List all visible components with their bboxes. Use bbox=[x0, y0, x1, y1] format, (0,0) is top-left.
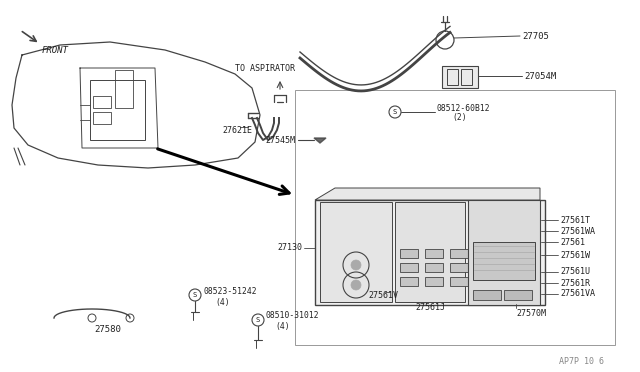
Bar bbox=[461, 69, 472, 85]
Text: 27561V: 27561V bbox=[368, 291, 398, 299]
Bar bbox=[450, 263, 468, 272]
Bar bbox=[400, 277, 418, 286]
Polygon shape bbox=[314, 138, 326, 143]
Text: TO ASPIRATOR: TO ASPIRATOR bbox=[235, 64, 295, 73]
Text: (2): (2) bbox=[452, 112, 467, 122]
Bar bbox=[93, 112, 111, 124]
Bar bbox=[442, 66, 478, 88]
Circle shape bbox=[351, 280, 361, 290]
Bar bbox=[115, 70, 133, 108]
Bar bbox=[395, 202, 465, 302]
Text: S: S bbox=[393, 109, 397, 115]
Bar bbox=[450, 249, 468, 258]
Text: AP7P 10 6: AP7P 10 6 bbox=[559, 357, 605, 366]
Text: 27561J: 27561J bbox=[415, 304, 445, 312]
Bar bbox=[315, 200, 545, 305]
Polygon shape bbox=[315, 188, 540, 200]
Text: 27561R: 27561R bbox=[560, 279, 590, 288]
Bar bbox=[468, 200, 540, 305]
Text: S: S bbox=[256, 317, 260, 323]
Bar bbox=[425, 249, 443, 258]
Bar bbox=[400, 249, 418, 258]
Text: 27561WA: 27561WA bbox=[560, 227, 595, 235]
Bar bbox=[400, 263, 418, 272]
Text: 27561U: 27561U bbox=[560, 267, 590, 276]
Text: 08523-51242: 08523-51242 bbox=[203, 286, 257, 295]
Text: 27130: 27130 bbox=[277, 244, 302, 253]
Text: 27561T: 27561T bbox=[560, 215, 590, 224]
Bar bbox=[473, 242, 535, 280]
Bar bbox=[90, 80, 145, 140]
Text: 27054M: 27054M bbox=[524, 71, 556, 80]
Text: S: S bbox=[193, 292, 197, 298]
Text: 27545M: 27545M bbox=[265, 135, 295, 144]
Bar bbox=[425, 277, 443, 286]
Bar bbox=[450, 277, 468, 286]
Text: 27705: 27705 bbox=[522, 32, 549, 41]
Text: 27561VA: 27561VA bbox=[560, 289, 595, 298]
Text: FRONT: FRONT bbox=[42, 45, 69, 55]
Text: 27580: 27580 bbox=[95, 326, 122, 334]
Bar bbox=[425, 263, 443, 272]
Text: 27621E: 27621E bbox=[222, 125, 252, 135]
Bar bbox=[93, 96, 111, 108]
Text: (4): (4) bbox=[275, 323, 290, 331]
Text: 08512-60B12: 08512-60B12 bbox=[437, 103, 491, 112]
Bar bbox=[320, 202, 392, 302]
Text: 08510-31012: 08510-31012 bbox=[266, 311, 319, 321]
Text: 27561W: 27561W bbox=[560, 250, 590, 260]
Text: (4): (4) bbox=[215, 298, 230, 307]
Circle shape bbox=[351, 260, 361, 270]
Text: 27561: 27561 bbox=[560, 237, 585, 247]
Bar bbox=[295, 90, 615, 345]
Text: 27570M: 27570M bbox=[516, 308, 546, 317]
Bar bbox=[473, 290, 501, 300]
Bar bbox=[447, 69, 458, 85]
Bar bbox=[504, 290, 532, 300]
